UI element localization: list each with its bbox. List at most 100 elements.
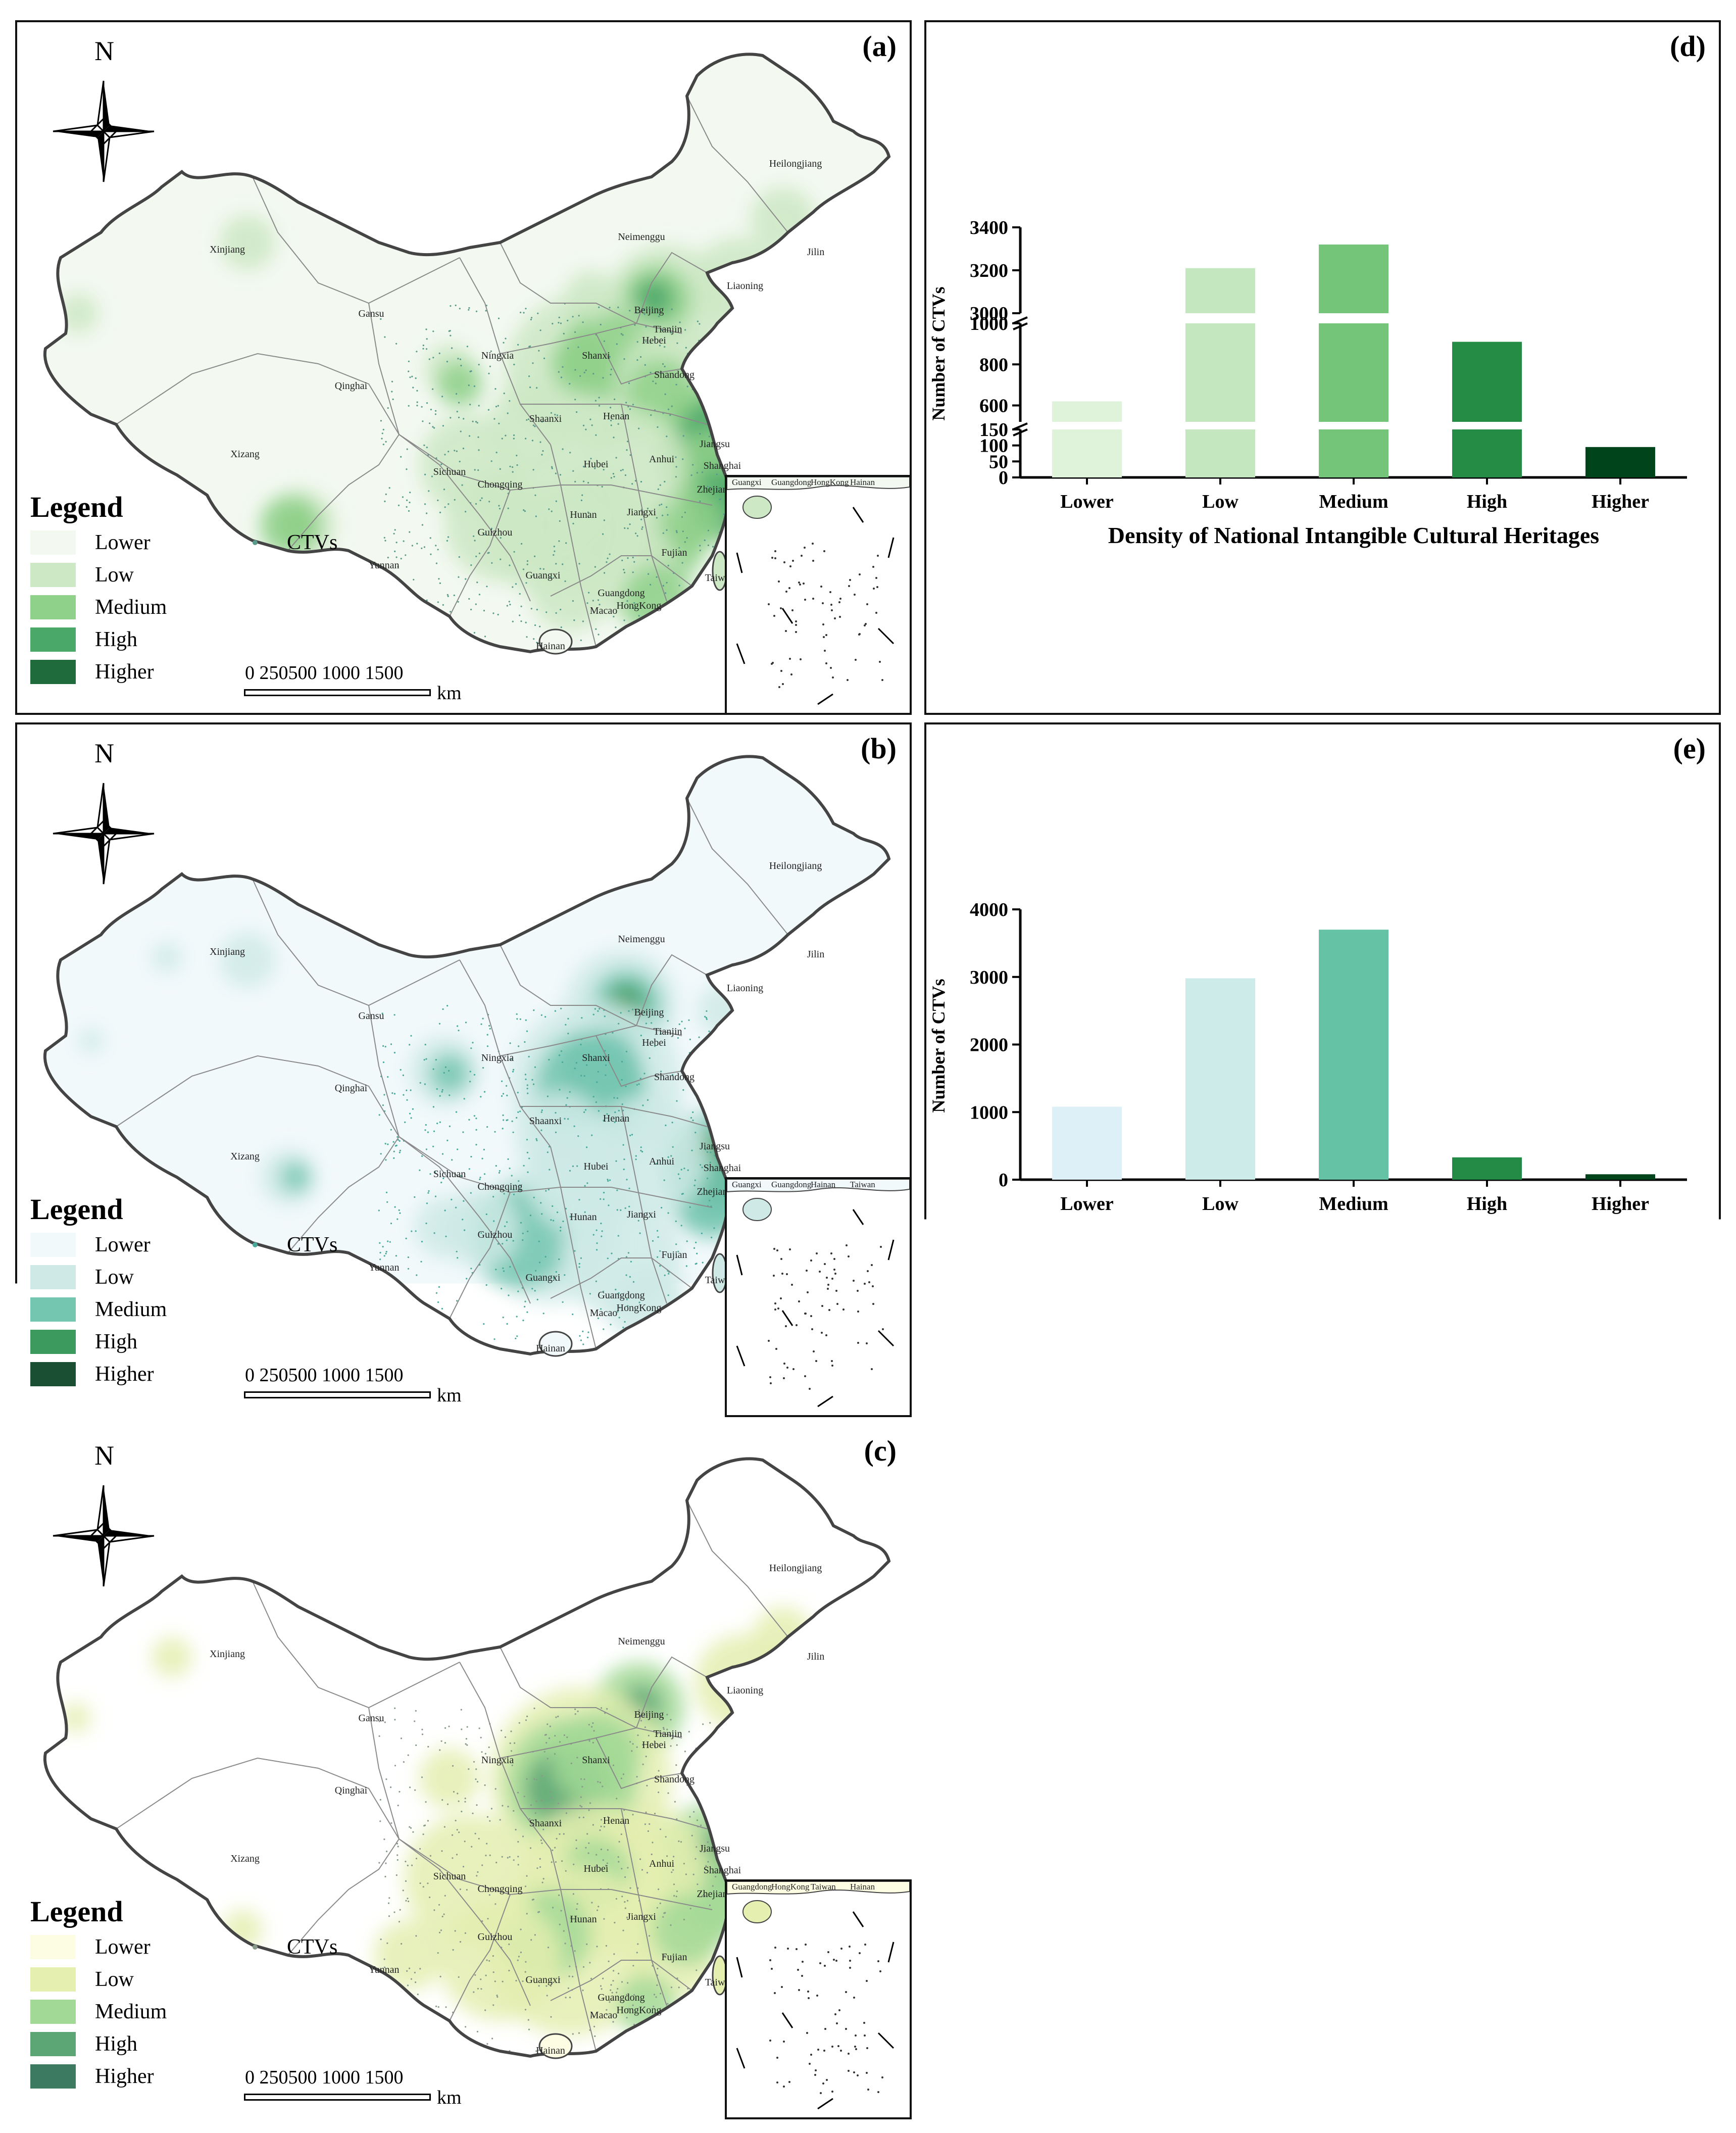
y-axis: 01000200030004000 bbox=[970, 899, 1020, 1191]
scale-unit: km bbox=[437, 682, 462, 704]
province-label-shandong: Shandong bbox=[654, 369, 695, 380]
y-tick-label: 1000 bbox=[970, 1102, 1008, 1123]
scale-bar: 0 250500 1000 1500 km bbox=[235, 2066, 498, 2107]
province-label-liaoning: Liaoning bbox=[727, 280, 763, 292]
y-axis-title: Number of CTVs bbox=[928, 1671, 949, 1805]
south-china-sea-inset: Guangxi Guangdong Hainan Taiwan bbox=[725, 1177, 912, 1417]
bar-lower bbox=[1052, 401, 1122, 422]
compass-rose-icon bbox=[43, 773, 164, 894]
province-label-shanxi: Shanxi bbox=[582, 350, 610, 361]
hotspot bbox=[551, 333, 611, 394]
province-label-gansu: Gansu bbox=[358, 308, 384, 319]
x-tick-label: Higher bbox=[1592, 1896, 1649, 1917]
province-label-shanxi: Shanxi bbox=[582, 1755, 610, 1766]
bars bbox=[1052, 1611, 1655, 1882]
province-label-hebei: Hebei bbox=[642, 1037, 666, 1048]
province-label-jiangsu: Jiangsu bbox=[700, 1843, 730, 1854]
province-label-shanxi: Shanxi bbox=[582, 1052, 610, 1063]
province-label-hainan: Hainan bbox=[536, 1343, 565, 1354]
legend-swatch bbox=[30, 1265, 76, 1289]
province-label-hubei: Hubei bbox=[584, 1863, 609, 1874]
bars bbox=[1052, 245, 1655, 477]
x-tick-label: Medium bbox=[1319, 1193, 1388, 1215]
y-tick-label: 2000 bbox=[970, 1740, 1008, 1762]
legend-title: Legend bbox=[30, 490, 123, 524]
bar-lower bbox=[1052, 1811, 1122, 1882]
y-tick-label: 4500 bbox=[970, 1576, 1008, 1597]
x-tick-label: Lower bbox=[1060, 1896, 1114, 1917]
province-label-xizang: Xizang bbox=[230, 449, 260, 460]
bar-low bbox=[1185, 429, 1255, 477]
province-label-hongkong: HongKong bbox=[617, 2005, 662, 2016]
province-label-yunnan: Yunnan bbox=[368, 560, 399, 571]
hotspot bbox=[806, 240, 841, 275]
legend-item-high: High bbox=[30, 627, 137, 652]
scale-numbers: 0 250500 1000 1500 bbox=[245, 2066, 404, 2089]
inset-label: Guangdong bbox=[771, 1180, 812, 1189]
province-label-shanghai: Shanghai bbox=[704, 460, 741, 471]
legend-swatch bbox=[30, 1330, 76, 1354]
province-label-guangdong: Guangdong bbox=[598, 1290, 644, 1301]
hotspot bbox=[419, 1748, 480, 1809]
legend-swatch bbox=[30, 2000, 76, 2024]
hotspot bbox=[374, 1920, 444, 1991]
scale-bar-line bbox=[244, 689, 431, 696]
bar-low bbox=[1185, 323, 1255, 422]
x-tick-label: Higher bbox=[1592, 491, 1649, 512]
province-label-shanghai: Shanghai bbox=[704, 1865, 741, 1876]
chart-figure-f: (f) 0 500 1000 1500 2000 2500 3000 3500 4000 4500 L… bbox=[924, 1425, 1721, 2119]
province-label-henan: Henan bbox=[603, 1113, 629, 1124]
bar-medium bbox=[1319, 930, 1388, 1180]
province-label-jilin: Jilin bbox=[807, 1651, 824, 1662]
x-tick-label: Higher bbox=[1592, 1193, 1649, 1215]
province-label-anhui: Anhui bbox=[649, 1858, 674, 1869]
inset-labels: Guangxi GuangdongHongKong Hainan bbox=[732, 477, 875, 487]
province-label-hunan: Hunan bbox=[570, 1211, 597, 1223]
legend-label: Higher bbox=[95, 1362, 154, 1386]
province-label-qinghai: Qinghai bbox=[335, 1785, 368, 1796]
legend-label: High bbox=[95, 1330, 137, 1354]
province-label-guizhou: Guizhou bbox=[478, 1931, 513, 1943]
x-tick-label: Medium bbox=[1319, 1896, 1388, 1917]
y-tick-label: 1000 bbox=[970, 1806, 1008, 1827]
ctv-label: CTVs bbox=[287, 1935, 337, 1959]
province-label-yunnan: Yunnan bbox=[368, 1964, 399, 1975]
province-label-ningxia: Ningxia bbox=[481, 1755, 514, 1766]
hotspot bbox=[437, 361, 482, 407]
bar-higher bbox=[1585, 447, 1655, 477]
x-tick-label: Lower bbox=[1060, 1193, 1114, 1215]
map-figure-a: Heilongjiang Jilin Liaoning Neimenggu Xinjia… bbox=[15, 20, 912, 715]
y-tick-label: 3000 bbox=[970, 967, 1008, 988]
legend-label: High bbox=[95, 2032, 137, 2056]
hotspot bbox=[152, 942, 182, 973]
legend-label: Lower bbox=[95, 1935, 151, 1959]
scale-unit: km bbox=[437, 2087, 462, 2109]
legend-label: Low bbox=[95, 1967, 134, 1992]
scale-bar: 0 250500 1000 1500 km bbox=[235, 1364, 498, 1404]
province-label-guangxi: Guangxi bbox=[526, 1272, 561, 1283]
x-tick-label: High bbox=[1467, 1896, 1507, 1917]
inset-label: HongKong bbox=[811, 477, 849, 487]
province-label-heilongjiang: Heilongjiang bbox=[769, 158, 822, 169]
x-axis-title: Density of National Cultural Protection … bbox=[1129, 1927, 1578, 1953]
inset-label: Taiwan bbox=[850, 1180, 875, 1189]
y-tick-label: 2000 bbox=[970, 1035, 1008, 1056]
province-label-beijing: Beijing bbox=[634, 1709, 664, 1720]
legend-label: Lower bbox=[95, 1233, 151, 1257]
south-china-sea-inset: Guangxi Guangdong HongKong Hainan bbox=[725, 475, 912, 715]
x-tick-label: High bbox=[1467, 1193, 1507, 1215]
province-label-guangxi: Guangxi bbox=[526, 1974, 561, 1985]
chart-svg-e: 01000200030004000Lower Low Medium High Highe… bbox=[924, 722, 1721, 1417]
legend-label: Medium bbox=[95, 1297, 167, 1322]
inset-label: Hainan bbox=[811, 1180, 836, 1189]
legend-swatch bbox=[30, 563, 76, 587]
inset-label: Hainan bbox=[850, 477, 875, 487]
y-axis-title: Number of CTVs bbox=[928, 979, 949, 1112]
province-label-chongqing: Chongqing bbox=[478, 1181, 523, 1192]
x-tick-label: Low bbox=[1202, 1193, 1238, 1215]
y-tick-label: 0 bbox=[999, 1872, 1008, 1893]
province-label-henan: Henan bbox=[603, 411, 629, 422]
province-label-macao: Macao bbox=[590, 605, 617, 616]
province-label-jiangsu: Jiangsu bbox=[700, 1141, 730, 1152]
province-label-qinghai: Qinghai bbox=[335, 380, 368, 392]
